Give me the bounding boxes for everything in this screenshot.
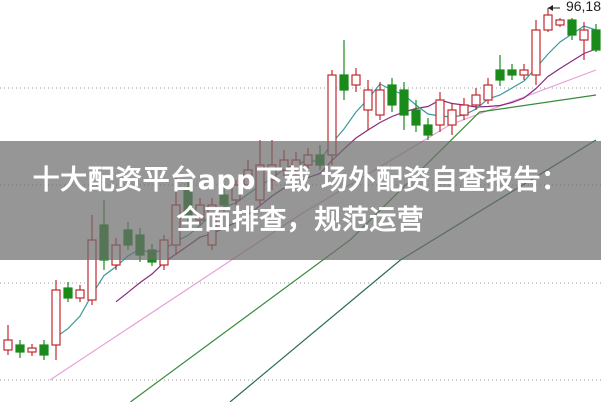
candle-body: [351, 74, 361, 86]
candle-body: [483, 84, 493, 101]
candle-body: [39, 344, 49, 356]
candle-body: [531, 29, 541, 76]
candle-body: [495, 69, 505, 81]
candle-body: [543, 14, 553, 31]
candle-body: [591, 29, 601, 51]
candle-body: [375, 89, 385, 116]
candle-body: [447, 109, 457, 126]
candle-body: [519, 69, 529, 76]
max-price-label: 96,18: [565, 0, 601, 14]
candle-body: [423, 124, 433, 136]
candle-body: [3, 339, 13, 351]
candle-body: [567, 19, 577, 36]
candle-body: [75, 289, 85, 299]
candle-body: [51, 289, 61, 346]
title-banner: 十大配资平台app下载 场外配资自查报告：全面排查，规范运营: [0, 141, 601, 260]
candle-body: [507, 69, 517, 76]
candle-body: [411, 109, 421, 126]
candle-body: [63, 287, 73, 299]
candle-body: [15, 344, 25, 353]
candle-body: [435, 99, 445, 126]
candle-body: [399, 89, 409, 116]
candle-body: [555, 19, 565, 26]
candle-body: [27, 347, 37, 353]
arrow-icon: [548, 5, 553, 11]
candle-body: [471, 94, 481, 106]
article-title: 十大配资平台app下载 场外配资自查报告：全面排查，规范运营: [32, 164, 569, 236]
candle-body: [579, 29, 589, 41]
candle-body: [363, 89, 373, 111]
candle-body: [459, 104, 469, 116]
candle-body: [339, 74, 349, 91]
candle-body: [387, 84, 397, 106]
